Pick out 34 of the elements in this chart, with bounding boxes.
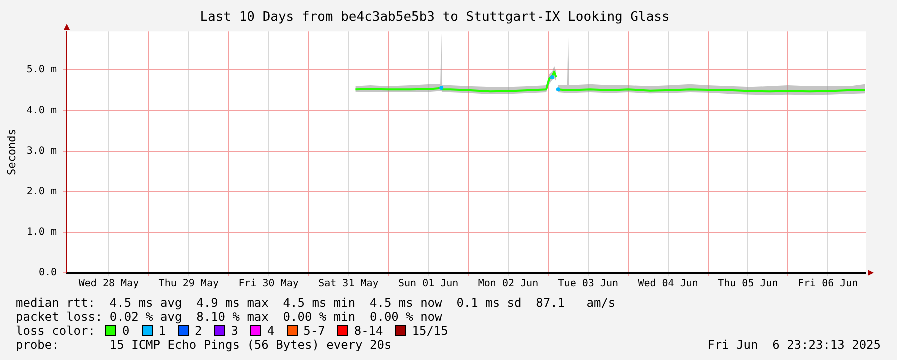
legend-title: loss color: [16, 324, 96, 338]
y-tick-label: 3.0 m [26, 146, 57, 157]
x-tick-label: Mon 02 Jun [478, 278, 539, 290]
legend-label: 0 [122, 324, 130, 338]
point [556, 88, 560, 92]
legend-label: 1 [158, 324, 166, 338]
y-tick-label: 2.0 m [26, 186, 57, 198]
x-tick-label: Fri 30 May [238, 278, 299, 290]
legend-label: 8-14 [354, 324, 384, 338]
legend-label: 15/15 [412, 324, 448, 338]
legend-label: 3 [231, 324, 238, 338]
text: median rtt: 4.5 ms avg 4.9 ms max 4.5 ms min 4.5 ms now 0.1 ms sd 87.1 am/s [16, 296, 616, 310]
legend-label: 4 [267, 324, 275, 338]
x-tick-label: Tue 03 Jun [558, 278, 619, 290]
point [440, 86, 444, 90]
x-tick-label: Thu 05 Jun [718, 278, 778, 290]
text: probe: 15 ICMP Echo Pings (56 Bytes) every 20s [16, 338, 392, 352]
legend-label: 5-7 [304, 324, 326, 338]
legend-label: 2 [194, 324, 202, 338]
text: packet loss: 0.02 % avg 8.10 % max 0.00 % min 0.00 % now [16, 310, 442, 324]
x-tick-label: Sun 01 Jun [398, 278, 459, 290]
chart-title: Last 10 Days from be4c3ab5e5b3 to Stuttgart-IX Looking Glass [200, 10, 670, 26]
y-tick-label: 0.0 [38, 268, 57, 279]
y-tick-label: 5.0 m [26, 64, 57, 76]
text: Fri Jun 6 23:23:13 2025 [708, 338, 881, 352]
x-tick-label: Fri 06 Jun [798, 278, 858, 290]
y-tick-label: 1.0 m [26, 227, 57, 238]
x-tick-label: Wed 04 Jun [638, 278, 698, 290]
x-tick-label: Thu 29 May [158, 278, 220, 290]
y-axis-title: Seconds [5, 129, 18, 176]
y-tick-label: 4.0 m [26, 105, 57, 116]
x-tick-label: Sat 31 May [318, 278, 379, 290]
point [550, 75, 554, 80]
x-tick-label: Wed 28 May [78, 278, 140, 290]
